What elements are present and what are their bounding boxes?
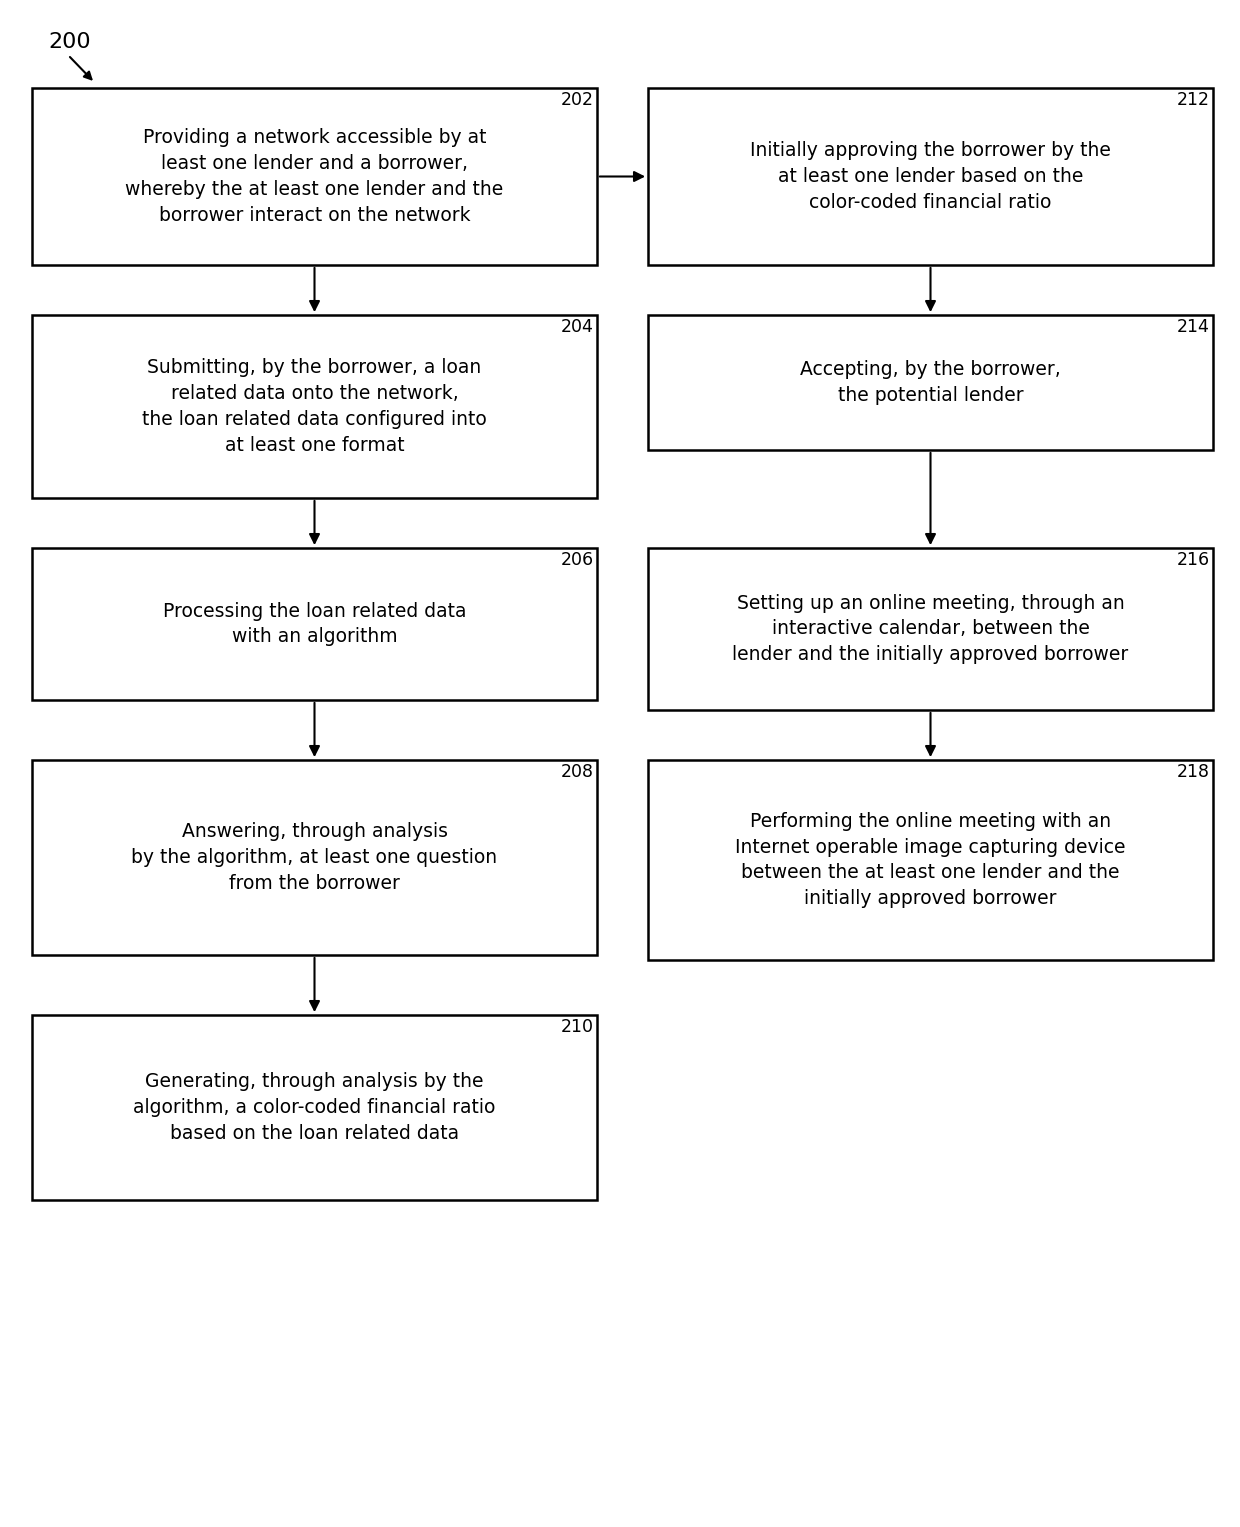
Text: Generating, through analysis by the
algorithm, a color-coded financial ratio
bas: Generating, through analysis by the algo… xyxy=(134,1072,496,1142)
Bar xyxy=(32,1015,596,1200)
Text: 208: 208 xyxy=(560,764,594,780)
Text: Providing a network accessible by at
least one lender and a borrower,
whereby th: Providing a network accessible by at lea… xyxy=(125,128,503,224)
Text: Answering, through analysis
by the algorithm, at least one question
from the bor: Answering, through analysis by the algor… xyxy=(131,822,497,893)
Text: Initially approving the borrower by the
at least one lender based on the
color-c: Initially approving the borrower by the … xyxy=(750,142,1111,212)
Bar xyxy=(32,760,596,954)
Bar xyxy=(32,89,596,266)
Text: 202: 202 xyxy=(560,92,594,108)
Text: Performing the online meeting with an
Internet operable image capturing device
b: Performing the online meeting with an In… xyxy=(735,812,1126,909)
Text: 200: 200 xyxy=(48,32,91,52)
Text: 206: 206 xyxy=(560,551,594,570)
Text: 216: 216 xyxy=(1177,551,1210,570)
Text: Accepting, by the borrower,
the potential lender: Accepting, by the borrower, the potentia… xyxy=(800,360,1061,405)
Bar xyxy=(649,89,1213,266)
Text: 214: 214 xyxy=(1177,318,1210,336)
Bar xyxy=(649,315,1213,450)
Bar xyxy=(649,548,1213,710)
Text: Processing the loan related data
with an algorithm: Processing the loan related data with an… xyxy=(162,602,466,646)
Bar xyxy=(649,760,1213,960)
Text: 212: 212 xyxy=(1177,92,1210,108)
Text: Submitting, by the borrower, a loan
related data onto the network,
the loan rela: Submitting, by the borrower, a loan rela… xyxy=(143,359,487,455)
Text: 218: 218 xyxy=(1177,764,1210,780)
Bar xyxy=(32,548,596,699)
Text: 204: 204 xyxy=(562,318,594,336)
Text: 210: 210 xyxy=(560,1019,594,1035)
Bar xyxy=(32,315,596,498)
Text: Setting up an online meeting, through an
interactive calendar, between the
lende: Setting up an online meeting, through an… xyxy=(733,594,1128,664)
